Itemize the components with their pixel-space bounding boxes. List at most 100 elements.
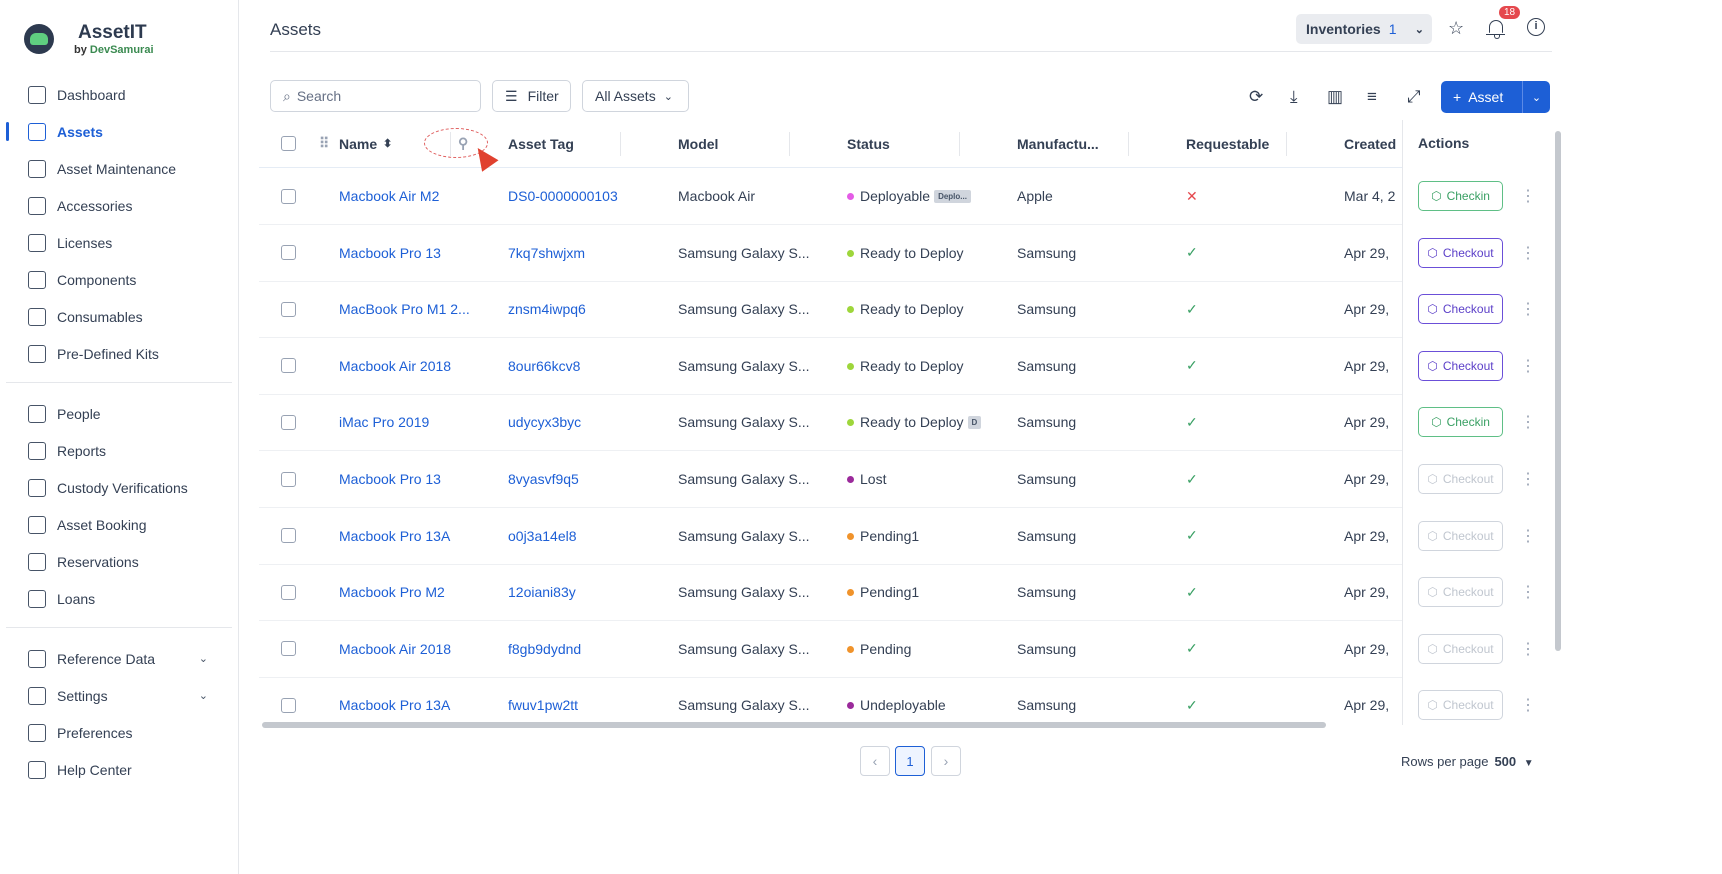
add-asset-dropdown[interactable]: ⌄ [1522, 81, 1550, 113]
logo[interactable]: AssetIT by DevSamurai [24, 22, 154, 56]
more-options-icon[interactable]: ⋮ [1520, 357, 1536, 375]
search-input[interactable]: ⌕ Search [270, 80, 481, 112]
sidebar-item-settings[interactable]: Settings ⌄ [0, 677, 238, 714]
checkout-button[interactable]: ⬡ Checkout [1418, 520, 1503, 551]
row-checkbox[interactable] [281, 245, 296, 261]
checkin-button[interactable]: ⬡ Checkin [1418, 407, 1503, 438]
more-options-icon[interactable]: ⋮ [1520, 640, 1536, 658]
page-button[interactable]: 1 [895, 746, 925, 776]
next-page-button[interactable]: › [931, 746, 961, 776]
asset-name-link[interactable]: Macbook Air 2018 [339, 640, 452, 657]
column-resizer[interactable] [620, 132, 621, 156]
sidebar-item-asset-maintenance[interactable]: Asset Maintenance [0, 150, 238, 187]
checkout-button[interactable]: ⬡ Checkout [1418, 464, 1503, 494]
checkout-button[interactable]: ⬡ Checkout [1418, 294, 1503, 325]
row-checkbox[interactable] [281, 528, 296, 544]
row-checkbox[interactable] [281, 584, 296, 600]
row-checkbox[interactable] [281, 358, 296, 374]
column-header[interactable]: Created [1344, 135, 1397, 152]
drag-handle-icon[interactable]: ⠿ [319, 135, 330, 151]
inventories-dropdown[interactable]: Inventories 1 ⌄ [1296, 14, 1432, 44]
sidebar-item-reference-data[interactable]: Reference Data ⌄ [0, 640, 238, 677]
prev-page-button[interactable]: ‹ [860, 746, 890, 776]
row-checkbox[interactable] [281, 471, 296, 487]
checkout-button[interactable]: ⬡ Checkout [1418, 633, 1503, 664]
row-checkbox[interactable] [281, 188, 296, 204]
sidebar-item-pre-defined-kits[interactable]: Pre-Defined Kits [0, 335, 238, 372]
asset-name-link[interactable]: Macbook Air 2018 [339, 357, 452, 374]
sidebar-item-help-center[interactable]: Help Center [0, 751, 238, 788]
sidebar-item-reports[interactable]: Reports [0, 432, 238, 469]
column-resizer[interactable] [789, 132, 790, 156]
checkout-button[interactable]: ⬡ Checkout [1418, 350, 1503, 381]
checkout-button[interactable]: ⬡ Checkout [1418, 690, 1503, 721]
fullscreen-icon[interactable]: ⤢ [1407, 87, 1421, 106]
bell-icon[interactable] [1486, 20, 1505, 39]
sidebar-item-assets[interactable]: Assets [0, 113, 238, 150]
asset-tag-link[interactable]: znsm4iwpq6 [508, 301, 586, 318]
sidebar-item-preferences[interactable]: Preferences [0, 714, 238, 751]
sidebar-item-asset-booking[interactable]: Asset Booking [0, 506, 238, 543]
star-icon[interactable]: ☆ [1448, 18, 1465, 38]
asset-tag-link[interactable]: 12oiani83y [508, 584, 576, 601]
download-icon[interactable]: ⤓ [1290, 87, 1298, 106]
column-header[interactable]: Requestable [1186, 135, 1270, 152]
horizontal-scrollbar[interactable] [262, 722, 1326, 728]
sidebar-item-licenses[interactable]: Licenses [0, 224, 238, 261]
sidebar-item-people[interactable]: People [0, 395, 238, 432]
columns-icon[interactable]: ▥ [1327, 87, 1344, 106]
row-checkbox[interactable] [281, 697, 296, 713]
sidebar-item-reservations[interactable]: Reservations [0, 543, 238, 580]
asset-tag-link[interactable]: 8our66kcv8 [508, 357, 581, 374]
more-options-icon[interactable]: ⋮ [1520, 527, 1536, 545]
sidebar-item-dashboard[interactable]: Dashboard [0, 76, 238, 113]
column-header[interactable]: Model [678, 135, 719, 152]
asset-name-link[interactable]: Macbook Pro 13 [339, 471, 441, 487]
checkout-button[interactable]: ⬡ Checkout [1418, 577, 1503, 608]
row-checkbox[interactable] [281, 414, 296, 430]
sidebar-item-components[interactable]: Components [0, 261, 238, 298]
sort-icon[interactable]: ⬍ [383, 138, 393, 150]
view-dropdown[interactable]: All Assets ⌄ [582, 80, 689, 112]
row-checkbox[interactable] [281, 641, 296, 657]
more-options-icon[interactable]: ⋮ [1520, 584, 1536, 602]
info-icon[interactable]: i [1527, 18, 1545, 36]
column-header[interactable]: Name [339, 135, 378, 152]
asset-tag-link[interactable]: o0j3a14el8 [508, 527, 577, 544]
row-checkbox[interactable] [281, 301, 296, 317]
sidebar-item-custody-verifications[interactable]: Custody Verifications [0, 469, 238, 506]
column-header[interactable]: Manufactu... [1017, 135, 1099, 152]
asset-name-link[interactable]: Macbook Air M2 [339, 188, 440, 204]
column-header[interactable]: Asset Tag [508, 135, 574, 152]
filter-button[interactable]: ☰ Filter [492, 80, 571, 112]
density-icon[interactable]: ≡ [1367, 87, 1377, 106]
sidebar-item-loans[interactable]: Loans [0, 580, 238, 617]
add-asset-button[interactable]: + Asset ⌄ [1441, 81, 1550, 113]
more-options-icon[interactable]: ⋮ [1520, 301, 1536, 319]
column-resizer[interactable] [1128, 132, 1129, 156]
asset-name-link[interactable]: Macbook Pro M2 [339, 584, 445, 601]
asset-name-link[interactable]: MacBook Pro M1 2... [339, 301, 470, 318]
asset-name-link[interactable]: iMac Pro 2019 [339, 414, 430, 431]
more-options-icon[interactable]: ⋮ [1520, 697, 1536, 715]
vertical-scrollbar[interactable] [1555, 131, 1561, 651]
column-resizer[interactable] [959, 132, 960, 156]
rows-per-page[interactable]: Rows per page 500 ▼ [1401, 754, 1534, 769]
asset-tag-link[interactable]: f8gb9dydnd [508, 640, 582, 657]
more-options-icon[interactable]: ⋮ [1520, 244, 1536, 262]
sidebar-item-accessories[interactable]: Accessories [0, 187, 238, 224]
column-header[interactable]: Status [847, 135, 890, 152]
asset-tag-link[interactable]: 8vyasvf9q5 [508, 471, 579, 487]
asset-tag-link[interactable]: udycyx3byc [508, 414, 582, 431]
more-options-icon[interactable]: ⋮ [1520, 188, 1536, 205]
more-options-icon[interactable]: ⋮ [1520, 414, 1536, 432]
asset-name-link[interactable]: Macbook Pro 13A [339, 527, 451, 544]
asset-tag-link[interactable]: DS0-0000000103 [508, 188, 618, 204]
sidebar-item-consumables[interactable]: Consumables [0, 298, 238, 335]
asset-tag-link[interactable]: 7kq7shwjxm [508, 244, 586, 261]
more-options-icon[interactable]: ⋮ [1520, 471, 1536, 488]
asset-tag-link[interactable]: fwuv1pw2tt [508, 697, 579, 714]
asset-name-link[interactable]: Macbook Pro 13 [339, 244, 441, 261]
asset-name-link[interactable]: Macbook Pro 13A [339, 697, 451, 714]
checkin-button[interactable]: ⬡ Checkin [1418, 181, 1503, 211]
